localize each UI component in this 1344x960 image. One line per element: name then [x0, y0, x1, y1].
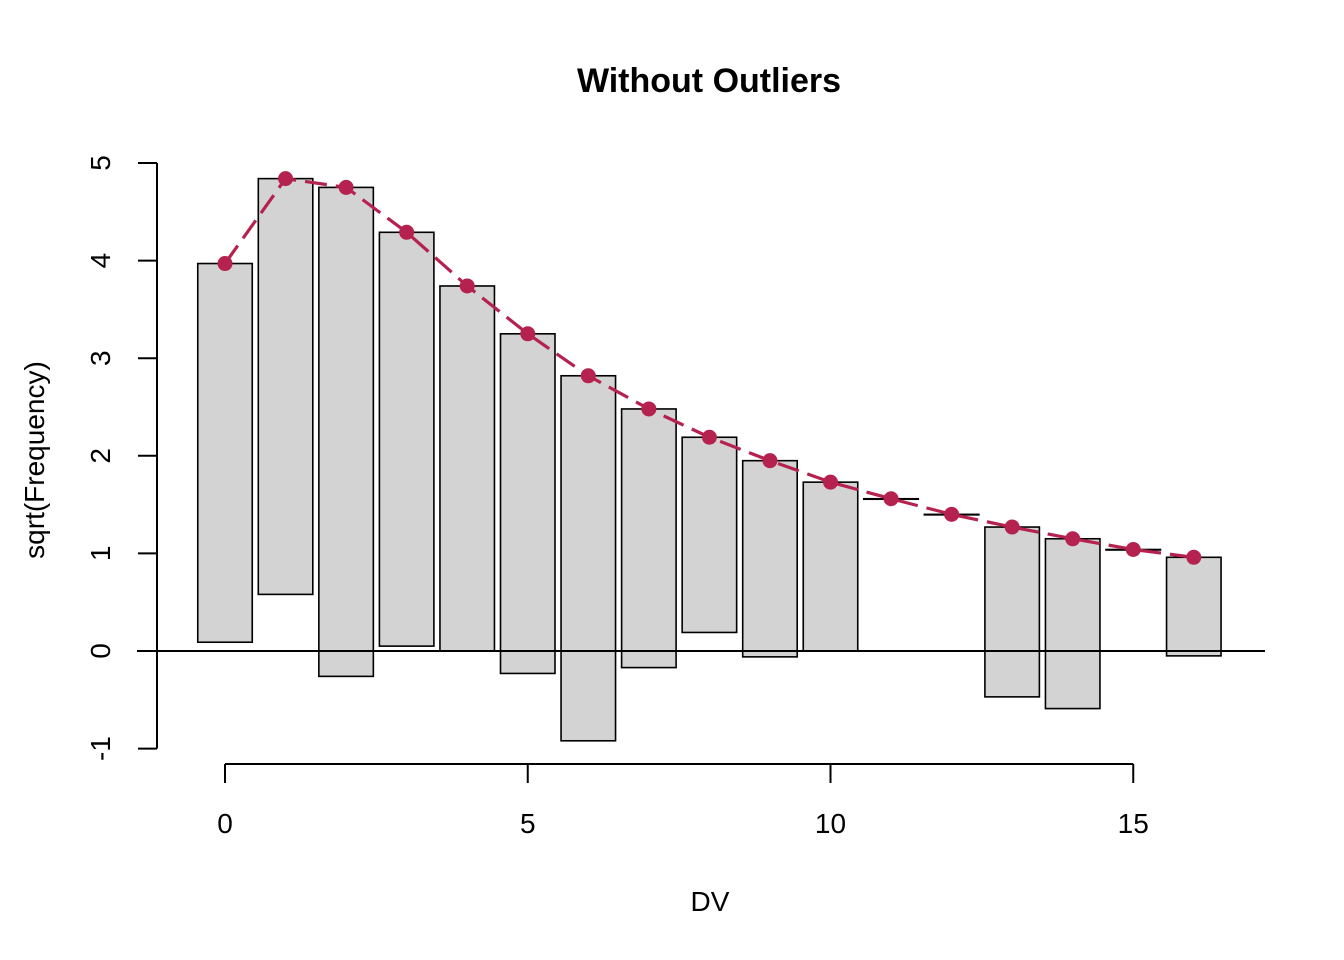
bar-x6 [560, 374, 617, 742]
expected-point-x16 [1186, 549, 1202, 565]
y-tick-label: 4 [85, 253, 116, 269]
x-axis-label: DV [691, 886, 730, 917]
bar-x13 [984, 526, 1041, 698]
expected-point-x15 [1125, 541, 1141, 557]
expected-point-x14 [1065, 531, 1081, 547]
expected-point-x1 [278, 171, 294, 187]
bar-x5 [499, 332, 556, 675]
expected-point-x12 [944, 506, 960, 522]
bar-x0 [196, 262, 254, 644]
chart-title: Without Outliers [577, 62, 841, 100]
bar-x16 [1165, 556, 1222, 657]
expected-point-x8 [701, 429, 717, 445]
bar-x3 [378, 231, 435, 647]
bar-x7 [620, 408, 677, 669]
y-tick-label: 5 [85, 155, 116, 171]
expected-point-x0 [217, 256, 233, 272]
expected-point-x11 [883, 491, 899, 507]
expected-point-x3 [399, 224, 415, 240]
x-tick-label: 5 [520, 808, 536, 839]
y-axis: -1 0 1 2 3 4 5 [85, 155, 158, 761]
bar-x2 [318, 186, 375, 678]
expected-point-x5 [520, 326, 536, 342]
bar-x10 [802, 481, 859, 652]
x-tick-label: 0 [217, 808, 233, 839]
y-tick-label: 3 [85, 350, 116, 366]
x-tick-label: 15 [1118, 808, 1149, 839]
y-tick-label: 1 [85, 546, 116, 562]
expected-point-x9 [762, 453, 778, 469]
x-axis: 0 5 10 15 [217, 763, 1149, 839]
expected-point-x13 [1004, 519, 1020, 535]
bar-x1 [257, 177, 314, 596]
expected-point-x6 [580, 368, 596, 384]
bar-x4 [439, 285, 496, 652]
x-tick-label: 10 [815, 808, 846, 839]
expected-point-x4 [459, 278, 475, 294]
expected-point-x7 [641, 401, 657, 417]
expected-curve-group [217, 171, 1202, 565]
y-axis-label: sqrt(Frequency) [19, 361, 50, 559]
bar-x14 [1044, 537, 1101, 710]
bars-group [196, 177, 1222, 742]
y-tick-label: -1 [85, 736, 116, 761]
y-tick-label: 2 [85, 448, 116, 464]
bar-x8 [681, 436, 738, 634]
y-tick-label: 0 [85, 643, 116, 659]
bar-x9 [741, 459, 798, 658]
expected-point-x10 [823, 474, 838, 490]
expected-point-x2 [338, 179, 354, 195]
